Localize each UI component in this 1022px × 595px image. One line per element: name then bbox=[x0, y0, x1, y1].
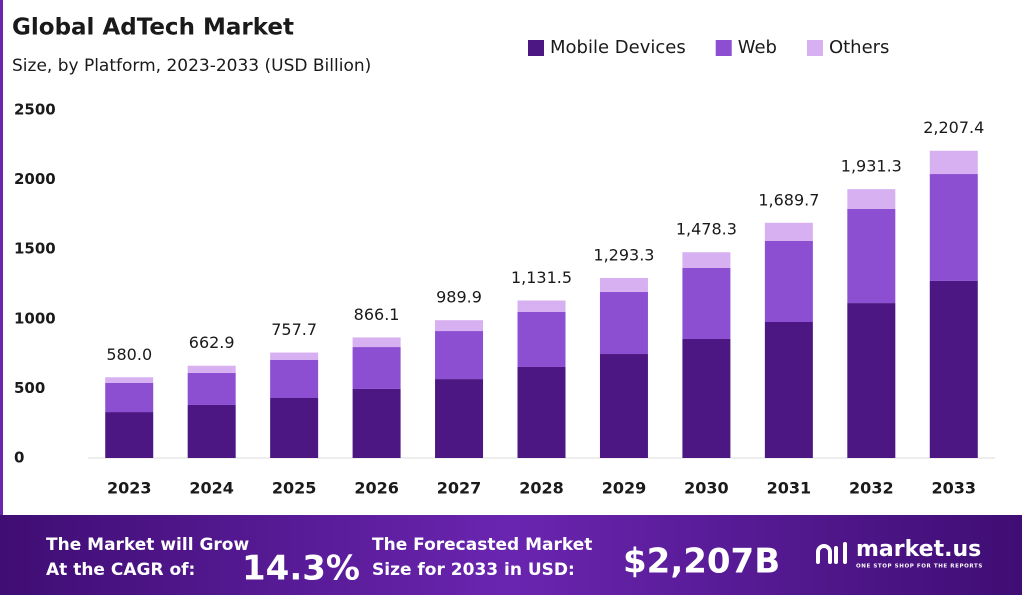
legend-swatch bbox=[806, 40, 823, 56]
total-label: 662.9 bbox=[189, 333, 235, 352]
bar-segment bbox=[435, 331, 484, 380]
x-tick-label: 2027 bbox=[437, 479, 482, 498]
bar-segment bbox=[105, 382, 154, 413]
bar-segment bbox=[187, 372, 236, 405]
x-tick-label: 2026 bbox=[354, 479, 399, 498]
cagr-value: 14.3% bbox=[242, 549, 360, 589]
total-label: 2,207.4 bbox=[923, 118, 984, 137]
bar-segment bbox=[847, 208, 896, 304]
bar-segment bbox=[435, 320, 484, 332]
chart-subtitle: Size, by Platform, 2023-2033 (USD Billio… bbox=[12, 56, 371, 76]
legend-label: Web bbox=[738, 37, 777, 58]
bar-segment bbox=[517, 311, 566, 367]
bar-segment bbox=[929, 280, 978, 458]
bar-segment bbox=[270, 352, 319, 361]
bar-segment bbox=[764, 222, 813, 241]
x-tick-label: 2028 bbox=[519, 479, 564, 498]
legend-swatch bbox=[715, 40, 732, 56]
x-tick-label: 2029 bbox=[602, 479, 647, 498]
legend-label: Mobile Devices bbox=[550, 37, 686, 58]
legend-label: Others bbox=[829, 37, 890, 58]
cagr-text: The Market will Grow bbox=[46, 535, 249, 555]
bar-segment bbox=[517, 366, 566, 458]
x-tick-label: 2032 bbox=[849, 479, 894, 498]
total-label: 989.9 bbox=[436, 288, 482, 307]
bar-segment bbox=[599, 291, 648, 355]
total-label: 1,478.3 bbox=[676, 220, 737, 239]
total-label: 580.0 bbox=[106, 345, 152, 364]
x-tick-label: 2033 bbox=[932, 479, 977, 498]
forecast-text: The Forecasted Market bbox=[372, 535, 592, 555]
bar-segment bbox=[187, 404, 236, 458]
y-tick-label: 2500 bbox=[14, 101, 56, 119]
bar-segment bbox=[682, 338, 731, 458]
left-border bbox=[0, 0, 3, 515]
total-label: 1,689.7 bbox=[758, 190, 819, 209]
cagr-text: At the CAGR of: bbox=[46, 560, 195, 580]
bar-segment bbox=[847, 303, 896, 458]
legend-swatch bbox=[528, 40, 544, 56]
bar-segment bbox=[105, 412, 154, 458]
bar-segment bbox=[929, 174, 978, 281]
total-label: 1,293.3 bbox=[593, 245, 654, 264]
brand-name: market.us bbox=[856, 537, 981, 562]
forecast-text: Size for 2033 in USD: bbox=[372, 560, 575, 580]
bar-segment bbox=[599, 354, 648, 458]
bar-segment bbox=[270, 398, 319, 458]
total-label: 1,931.3 bbox=[841, 157, 902, 176]
footer-banner bbox=[0, 515, 1022, 595]
y-tick-label: 1000 bbox=[14, 309, 56, 327]
bar-segment bbox=[929, 150, 978, 175]
x-tick-label: 2031 bbox=[767, 479, 812, 498]
y-tick-label: 500 bbox=[14, 379, 45, 397]
bar-segment bbox=[682, 252, 731, 268]
bar-segment bbox=[352, 347, 401, 389]
y-tick-label: 2000 bbox=[14, 170, 56, 188]
bar-segment bbox=[682, 267, 731, 339]
x-tick-label: 2023 bbox=[107, 479, 152, 498]
bar-segment bbox=[435, 379, 484, 458]
total-label: 866.1 bbox=[354, 305, 400, 324]
bar-segment bbox=[847, 189, 896, 209]
y-tick-label: 0 bbox=[14, 449, 24, 467]
bar-segment bbox=[105, 377, 154, 383]
bar-segment bbox=[187, 365, 236, 373]
total-label: 757.7 bbox=[271, 320, 317, 339]
bar-segment bbox=[352, 337, 401, 348]
brand-tagline: ONE STOP SHOP FOR THE REPORTS bbox=[856, 564, 983, 570]
forecast-value: $2,207B bbox=[623, 542, 780, 582]
x-tick-label: 2030 bbox=[684, 479, 729, 498]
total-label: 1,131.5 bbox=[511, 268, 572, 287]
bar-segment bbox=[517, 300, 566, 312]
x-tick-label: 2024 bbox=[189, 479, 234, 498]
chart-title: Global AdTech Market bbox=[12, 15, 294, 41]
x-tick-label: 2025 bbox=[272, 479, 317, 498]
y-tick-label: 1500 bbox=[14, 240, 56, 258]
brand-logo bbox=[816, 542, 847, 564]
bar-segment bbox=[599, 277, 648, 292]
bar-segment bbox=[270, 360, 319, 399]
bar-segment bbox=[352, 388, 401, 458]
bar-segment bbox=[764, 322, 813, 458]
bar-segment bbox=[764, 240, 813, 323]
